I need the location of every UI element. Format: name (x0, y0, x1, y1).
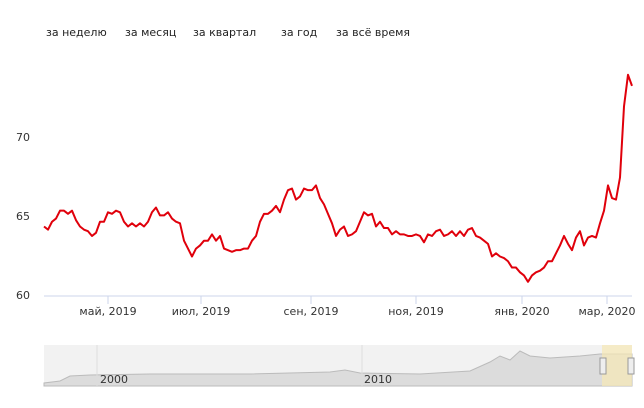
navigator-handle[interactable] (599, 357, 607, 375)
navigator-label: 2000 (100, 373, 128, 386)
x-tick-label: ноя, 2019 (388, 305, 444, 318)
x-tick-label: май, 2019 (79, 305, 136, 318)
navigator: 2000 2010 (43, 345, 635, 387)
price-line (43, 73, 633, 283)
x-tick-label: янв, 2020 (494, 305, 549, 318)
y-tick-label: 70 (16, 131, 30, 144)
y-tick-label: 65 (16, 210, 30, 223)
navigator-label: 2010 (364, 373, 392, 386)
range-button[interactable]: за квартал (193, 26, 256, 39)
range-button[interactable]: за неделю (46, 26, 107, 39)
x-tick-label: сен, 2019 (284, 305, 339, 318)
navigator-area (43, 350, 633, 387)
range-button[interactable]: за всё время (336, 26, 410, 39)
range-button[interactable]: за месяц (125, 26, 176, 39)
x-tick-label: мар, 2020 (578, 305, 635, 318)
range-button[interactable]: за год (281, 26, 318, 39)
navigator-selection[interactable] (602, 345, 632, 386)
x-tick-label: июл, 2019 (172, 305, 230, 318)
y-tick-label: 60 (16, 289, 30, 302)
navigator-handle[interactable] (627, 357, 635, 375)
